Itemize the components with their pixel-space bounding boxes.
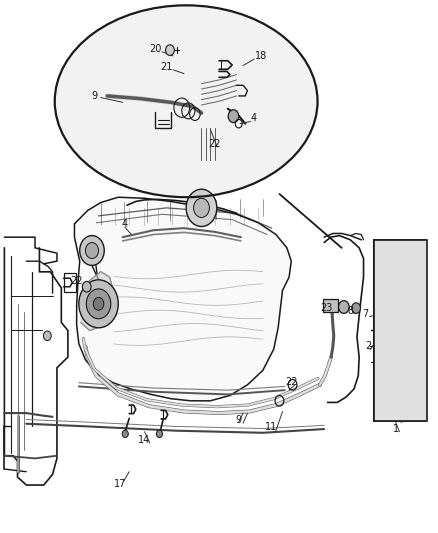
Circle shape: [339, 301, 349, 313]
Text: 18: 18: [254, 51, 267, 61]
Text: 9: 9: [236, 415, 242, 425]
Text: 9: 9: [91, 91, 97, 101]
Circle shape: [80, 236, 104, 265]
Circle shape: [93, 297, 104, 310]
Circle shape: [85, 243, 99, 259]
Circle shape: [166, 45, 174, 55]
Text: 21: 21: [160, 62, 173, 71]
Text: 17: 17: [114, 479, 127, 489]
Circle shape: [186, 189, 217, 227]
Text: 4: 4: [251, 114, 257, 123]
Circle shape: [79, 280, 118, 328]
Ellipse shape: [55, 5, 318, 197]
Text: 7: 7: [363, 310, 369, 319]
Circle shape: [82, 281, 91, 292]
Circle shape: [352, 303, 360, 313]
Text: 4: 4: [122, 219, 128, 229]
Text: 14: 14: [138, 435, 151, 445]
Circle shape: [156, 430, 162, 438]
Text: 1: 1: [393, 424, 399, 434]
Text: 22: 22: [285, 377, 297, 387]
Circle shape: [86, 289, 111, 319]
Text: 8: 8: [347, 306, 353, 316]
Text: 11: 11: [265, 423, 278, 432]
Text: 2: 2: [365, 342, 371, 351]
Circle shape: [228, 110, 239, 123]
Text: 20: 20: [149, 44, 162, 54]
Circle shape: [43, 331, 51, 341]
FancyBboxPatch shape: [323, 299, 338, 312]
FancyBboxPatch shape: [374, 240, 427, 421]
Polygon shape: [81, 272, 114, 330]
Text: 22: 22: [71, 277, 83, 286]
Text: 23: 23: [320, 303, 332, 312]
Circle shape: [122, 430, 128, 438]
Polygon shape: [74, 197, 291, 401]
Text: 22: 22: [208, 139, 221, 149]
Circle shape: [194, 198, 209, 217]
